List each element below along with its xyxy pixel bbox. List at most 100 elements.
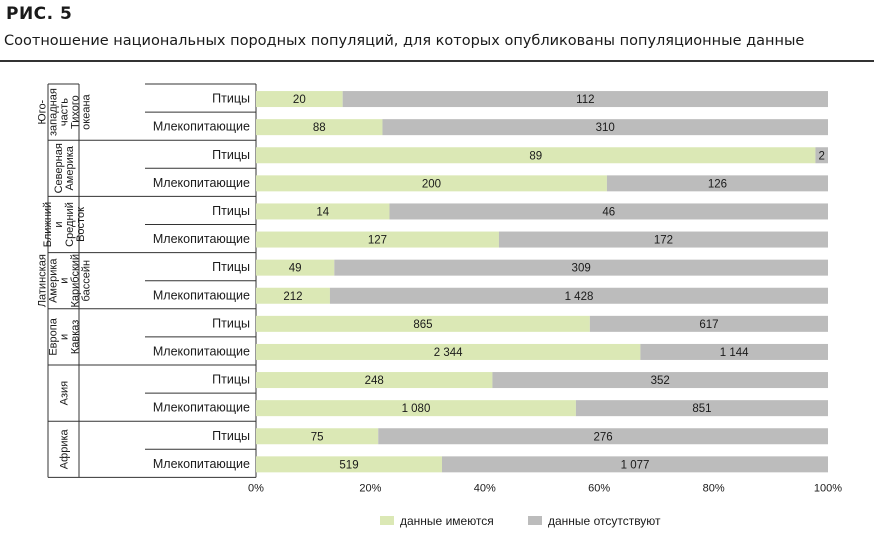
value-label-missing: 1 077 [621, 459, 650, 471]
region-label-line: Юго- [37, 99, 49, 124]
region-label-line: западная [48, 88, 60, 136]
category-label: Птицы [212, 260, 250, 274]
bar-available [256, 343, 641, 360]
value-label-missing: 1 428 [565, 291, 594, 303]
value-label-available: 88 [313, 122, 326, 134]
figure-title: Соотношение национальных породных популя… [4, 33, 805, 49]
value-label-available: 248 [365, 375, 384, 387]
legend-swatch-missing [528, 516, 542, 525]
category-label: Птицы [212, 148, 250, 162]
x-tick-label: 0% [248, 482, 264, 494]
region-label-line: часть [59, 98, 71, 126]
title-rule [0, 60, 874, 62]
value-label-available: 1 080 [402, 403, 431, 415]
category-label: Птицы [212, 429, 250, 443]
region-label-line: Карибский [70, 254, 82, 308]
category-label: Птицы [212, 92, 250, 106]
region-label: БлижнийиСреднийВосток [42, 202, 87, 247]
value-label-missing: 352 [651, 375, 670, 387]
value-label-missing: 2 [819, 150, 825, 162]
bar-missing [442, 456, 828, 473]
bar-available [256, 372, 493, 389]
category-label: Млекопитающие [153, 401, 250, 415]
legend-label-missing: данные отсутствуют [548, 514, 661, 528]
figure-label: РИС. 5 [6, 4, 73, 24]
legend-swatch-available [380, 516, 394, 525]
bar-missing [378, 428, 828, 445]
region-label-line: Латинская [37, 254, 49, 307]
bar-missing [815, 147, 828, 164]
bar-missing [492, 372, 828, 389]
region-label-line: бассейн [81, 260, 93, 302]
region-label-line: Европа [48, 317, 60, 355]
bar-available [256, 287, 330, 304]
bar-available [256, 428, 379, 445]
value-label-available: 127 [368, 235, 387, 247]
value-label-available: 20 [293, 94, 306, 106]
bar-available [256, 147, 816, 164]
region-label-line: Америка [48, 258, 60, 303]
bar-available [256, 91, 343, 108]
region-label-line: Америка [64, 145, 76, 190]
region-label: ЛатинскаяАмерикаиКарибскийбассейн [37, 254, 93, 308]
value-label-missing: 276 [594, 431, 613, 443]
region-label-line: Азия [59, 381, 71, 406]
value-label-available: 49 [289, 263, 302, 275]
category-label: Млекопитающие [153, 457, 250, 471]
region-label-line: и [59, 278, 71, 284]
bar-missing [606, 175, 828, 192]
region-label-line: Африка [59, 428, 71, 469]
x-tick-label: 60% [588, 482, 610, 494]
x-tick-label: 80% [703, 482, 725, 494]
bar-missing [589, 315, 828, 332]
x-tick-label: 100% [814, 482, 842, 494]
region-label-line: Тихого [70, 95, 82, 129]
region-label-line: и [53, 221, 65, 227]
value-label-available: 14 [316, 206, 329, 218]
bar-available [256, 259, 335, 276]
bar-available [256, 315, 590, 332]
category-label: Млекопитающие [153, 120, 250, 134]
region-label: Юго-западнаячастьТихогоокеана [37, 88, 93, 136]
region-label-line: Восток [75, 207, 87, 242]
category-label: Млекопитающие [153, 176, 250, 190]
category-label: Птицы [212, 204, 250, 218]
value-label-available: 212 [283, 291, 302, 303]
category-label: Млекопитающие [153, 288, 250, 302]
value-label-available: 2 344 [434, 347, 463, 359]
value-label-available: 200 [422, 178, 441, 190]
region-label: ЕвропаиКавказ [48, 317, 82, 355]
legend-label-available: данные имеются [400, 514, 494, 528]
bar-available [256, 175, 607, 192]
x-tick-label: 20% [359, 482, 381, 494]
value-label-missing: 126 [708, 178, 727, 190]
value-label-missing: 617 [699, 319, 718, 331]
bar-missing [640, 343, 828, 360]
bar-missing [575, 400, 828, 417]
value-label-available: 865 [413, 319, 432, 331]
region-label-line: океана [81, 93, 93, 129]
bar-available [256, 231, 499, 248]
x-tick-label: 40% [474, 482, 496, 494]
region-label-line: Кавказ [70, 320, 82, 354]
value-label-missing: 310 [596, 122, 615, 134]
bar-missing [334, 259, 828, 276]
region-label-line: и [59, 334, 71, 340]
region-label: Африка [59, 428, 71, 469]
region-label-line: Северная [53, 143, 65, 193]
bar-available [256, 400, 576, 417]
value-label-missing: 172 [654, 235, 673, 247]
category-label: Млекопитающие [153, 232, 250, 246]
bar-available [256, 203, 390, 220]
bar-available [256, 456, 443, 473]
category-label: Птицы [212, 316, 250, 330]
region-label: СевернаяАмерика [53, 143, 76, 193]
value-label-available: 75 [311, 431, 324, 443]
region-label-line: Средний [64, 202, 76, 247]
category-label: Птицы [212, 373, 250, 387]
bar-missing [342, 91, 828, 108]
bar-missing [389, 203, 828, 220]
value-label-missing: 309 [572, 263, 591, 275]
category-label: Млекопитающие [153, 344, 250, 358]
